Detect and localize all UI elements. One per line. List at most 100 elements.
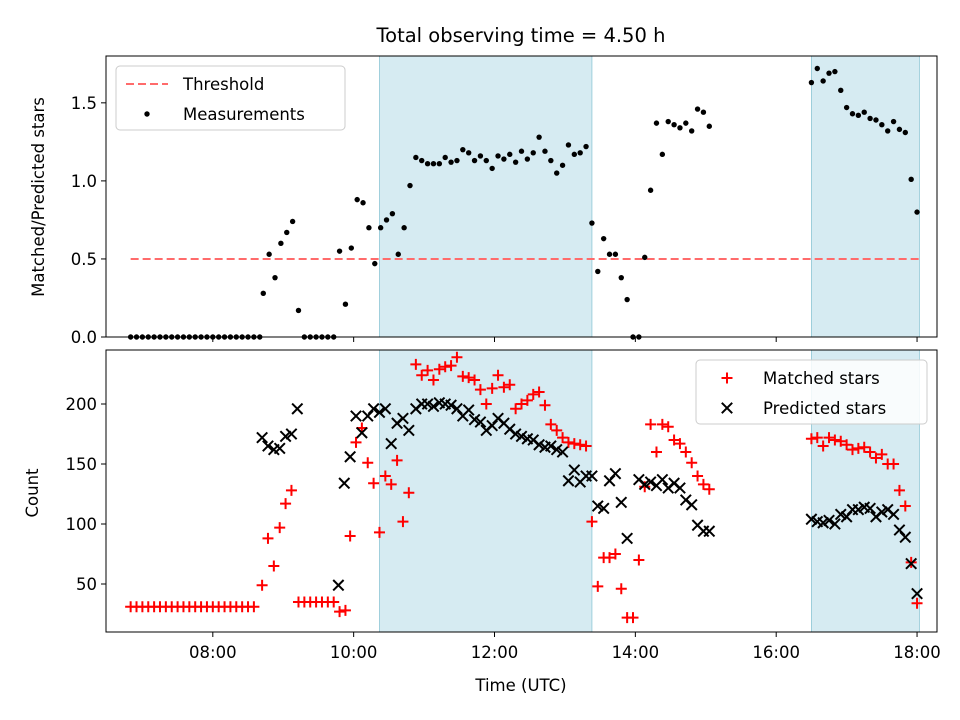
- data-point: [685, 498, 698, 511]
- data-point: [908, 176, 914, 183]
- data-point: [615, 583, 627, 595]
- data-point: [808, 79, 815, 86]
- data-point: [512, 159, 519, 165]
- legend-marker: [721, 402, 733, 414]
- data-point: [373, 526, 385, 538]
- data-point: [618, 274, 624, 281]
- data-point: [627, 612, 639, 624]
- data-point: [504, 379, 516, 391]
- x-tick-label: 10:00: [330, 643, 378, 662]
- data-point: [554, 170, 560, 176]
- y-tick-label: 0.5: [71, 250, 97, 269]
- data-point: [612, 251, 619, 257]
- data-point: [451, 351, 463, 363]
- data-point: [492, 369, 504, 381]
- data-point: [671, 121, 677, 128]
- data-point: [344, 530, 356, 542]
- data-point: [377, 225, 384, 231]
- data-point: [876, 448, 888, 460]
- data-point: [873, 117, 879, 123]
- data-point: [474, 416, 487, 428]
- data-point: [843, 104, 850, 111]
- data-point: [510, 403, 522, 415]
- top-y-axis-label: Matched/Predicted stars: [29, 97, 48, 297]
- data-point: [902, 129, 909, 136]
- data-point: [465, 150, 472, 156]
- data-point: [814, 65, 820, 72]
- data-point: [350, 410, 362, 422]
- data-point: [533, 386, 545, 398]
- data-point: [683, 120, 689, 126]
- data-point: [498, 381, 510, 393]
- data-point: [568, 438, 580, 450]
- data-point: [403, 487, 415, 499]
- data-point: [445, 360, 457, 372]
- data-point: [280, 498, 292, 510]
- data-point: [427, 374, 439, 386]
- data-point: [688, 128, 695, 134]
- x-tick-label: 18:00: [893, 643, 941, 662]
- data-point: [256, 579, 268, 591]
- data-point: [621, 532, 634, 545]
- data-point: [899, 531, 912, 544]
- data-point: [905, 557, 918, 570]
- data-point: [644, 476, 657, 488]
- data-point: [653, 120, 660, 126]
- data-point: [805, 433, 817, 445]
- data-point: [495, 153, 501, 159]
- data-point: [273, 442, 286, 455]
- data-point: [362, 457, 374, 469]
- data-point: [248, 601, 260, 613]
- legend-marker: [721, 372, 733, 384]
- data-point: [700, 109, 707, 115]
- data-point: [642, 254, 648, 261]
- data-point: [272, 274, 278, 281]
- legend-label: Predicted stars: [763, 399, 886, 418]
- data-point: [545, 418, 557, 430]
- data-point: [647, 187, 654, 193]
- data-point: [401, 225, 407, 231]
- data-point: [592, 580, 604, 592]
- data-point: [615, 496, 628, 509]
- data-point: [829, 434, 841, 446]
- data-point: [562, 474, 575, 487]
- bottom-y-axis-label: Count: [23, 468, 42, 518]
- data-point: [402, 424, 415, 437]
- data-point: [888, 458, 900, 470]
- data-point: [597, 502, 610, 515]
- data-point: [565, 142, 572, 148]
- data-point: [706, 123, 712, 129]
- data-point: [518, 148, 525, 154]
- legend: Threshold Measurements: [115, 65, 346, 131]
- data-point: [852, 442, 864, 454]
- shaded-interval-1: [379, 55, 593, 338]
- data-point: [703, 525, 716, 538]
- data-point: [439, 361, 451, 373]
- data-point: [556, 446, 569, 458]
- data-point: [407, 182, 413, 189]
- data-point: [536, 134, 542, 140]
- data-point: [413, 154, 419, 161]
- data-point: [338, 477, 351, 490]
- data-point: [832, 68, 838, 75]
- data-point: [539, 399, 551, 411]
- data-point: [256, 431, 269, 444]
- data-point: [344, 450, 357, 463]
- data-point: [557, 432, 569, 444]
- data-point: [668, 434, 680, 446]
- data-point: [911, 587, 923, 600]
- data-point: [372, 260, 378, 267]
- data-point: [604, 552, 616, 564]
- data-point: [887, 508, 900, 521]
- data-point: [692, 470, 704, 482]
- data-point: [454, 157, 460, 164]
- data-point: [542, 148, 548, 154]
- data-point: [379, 402, 392, 415]
- data-point: [342, 301, 349, 307]
- data-point: [896, 126, 903, 133]
- data-point: [291, 402, 304, 415]
- data-point: [436, 161, 443, 167]
- data-point: [442, 154, 448, 161]
- shaded-interval-2: [811, 55, 920, 338]
